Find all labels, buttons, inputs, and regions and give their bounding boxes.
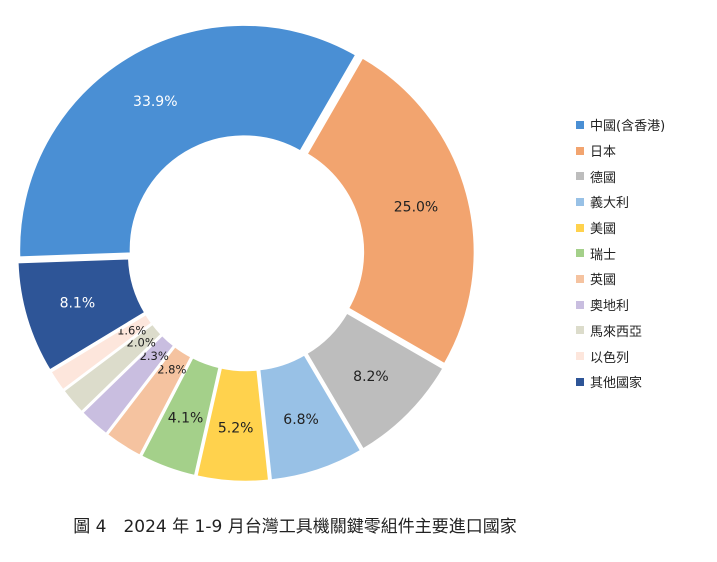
slice-1 — [17, 23, 359, 259]
legend-swatch — [576, 120, 584, 129]
legend-swatch — [576, 197, 584, 206]
figure-caption: 圖 4 2024 年 1-9 月台灣工具機關鍵零組件主要進口國家 — [73, 517, 517, 537]
legend-label: 以色列 — [590, 350, 630, 366]
data-label-3: 8.2% — [353, 369, 389, 385]
legend-label: 日本 — [590, 145, 617, 161]
legend-item: 美國 — [576, 215, 665, 241]
legend-swatch — [576, 274, 584, 283]
legend-label: 義大利 — [590, 196, 630, 212]
data-label-11: 8.1% — [60, 295, 96, 311]
slice-11 — [16, 256, 148, 373]
legend-item: 英國 — [576, 266, 665, 292]
legend-swatch — [576, 352, 584, 361]
legend-label: 美國 — [590, 222, 617, 238]
legend-swatch — [576, 172, 584, 181]
slice-3 — [304, 310, 446, 452]
legend-swatch — [576, 326, 584, 335]
data-label-4: 6.8% — [283, 412, 319, 428]
donut-chart: 33.9% 25.0% 8.2% 6.8% 5.2% 4.1% 2.8% 2.3% 2.0% 1.… — [16, 23, 665, 484]
legend-item: 義大利 — [576, 189, 665, 215]
legend-swatch — [576, 249, 584, 258]
data-label-9: 2.0% — [127, 336, 156, 350]
legend-label: 奧地利 — [590, 299, 630, 315]
chart-legend: 中國(含香港) 日本德國義大利美國瑞士英國奧地利馬來西亞以色列其他國家 — [576, 112, 665, 395]
legend-item: 其他國家 — [576, 369, 665, 395]
data-label-6: 4.1% — [168, 410, 204, 426]
legend-swatch — [576, 146, 584, 155]
legend-label: 馬來西亞 — [590, 324, 643, 340]
legend-swatch — [576, 300, 584, 309]
legend-swatch — [576, 223, 584, 232]
legend-item: 瑞士 — [576, 240, 665, 266]
legend-item: 德國 — [576, 163, 665, 189]
legend-label: 瑞士 — [590, 247, 617, 263]
slice-2 — [304, 55, 477, 367]
legend-swatch — [576, 377, 584, 386]
legend-item: 中國(含香港) — [576, 112, 665, 138]
legend-item: 奧地利 — [576, 292, 665, 318]
legend-label: 德國 — [590, 170, 617, 186]
data-label-5: 5.2% — [218, 421, 254, 437]
legend-item: 日本 — [576, 138, 665, 164]
legend-label: 英國 — [590, 273, 617, 289]
legend-item: 馬來西亞 — [576, 318, 665, 344]
slice-4 — [257, 352, 364, 482]
legend-label: 其他國家 — [590, 376, 643, 392]
legend-item: 以色列 — [576, 343, 665, 369]
data-label-8: 2.3% — [140, 349, 169, 363]
donut-chart-svg: 33.9%25.0%8.2%6.8%5.2%4.1%2.8%2.3%2.0%1.… — [16, 23, 477, 484]
legend-label: 中國(含香港) — [590, 119, 666, 135]
data-label-1: 33.9% — [133, 94, 177, 110]
data-label-2: 25.0% — [394, 199, 438, 215]
data-label-7: 2.8% — [157, 362, 186, 376]
